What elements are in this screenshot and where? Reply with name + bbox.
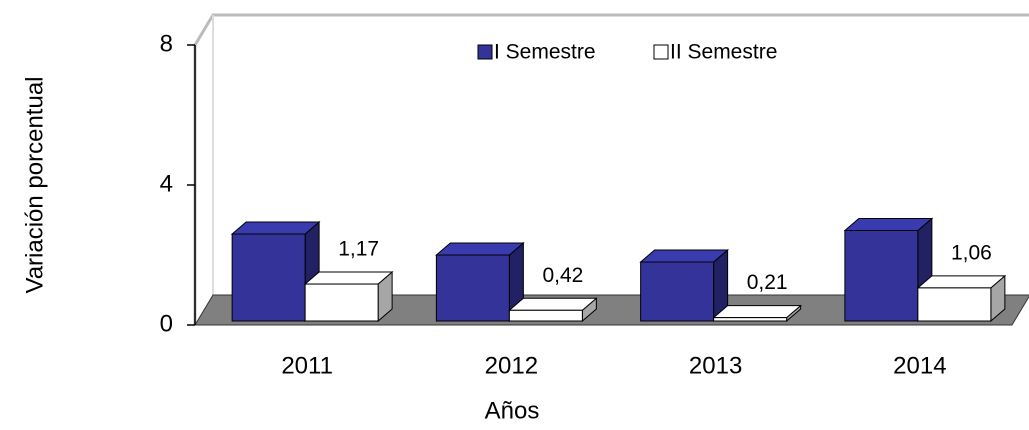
bar-group (843, 217, 934, 323)
bar-group (712, 304, 802, 323)
y-tick-label: 8 (160, 30, 173, 57)
value-label: 1,17 (338, 238, 379, 261)
bar-group (508, 297, 598, 323)
y-tick-label: 4 (160, 170, 173, 197)
y-tick-label: 0 (160, 310, 173, 337)
legend-swatch (653, 44, 669, 60)
bar-top (712, 305, 802, 319)
bar-group (916, 274, 1007, 323)
bar-group (303, 270, 394, 323)
legend-label: II Semestre (670, 41, 777, 64)
bar (508, 309, 583, 322)
bar-group (639, 248, 729, 323)
value-label: 0,42 (542, 264, 583, 287)
x-tick-label: 2014 (893, 352, 946, 379)
bar-top (916, 275, 1007, 289)
x-tick-label: 2013 (689, 352, 742, 379)
legend-label: I Semestre (494, 41, 596, 64)
bar (304, 283, 379, 322)
x-tick-label: 2011 (281, 352, 333, 379)
bar (435, 254, 510, 322)
bar-top (303, 271, 394, 285)
value-label: 1,06 (951, 241, 992, 264)
value-label: 0,21 (747, 271, 788, 294)
legend-swatch (477, 44, 493, 60)
bar-top (230, 221, 321, 235)
bar (844, 230, 919, 322)
bar-top (639, 249, 729, 263)
bar-top (843, 218, 934, 231)
floor (194, 294, 1029, 326)
bar (640, 261, 715, 322)
bar (917, 287, 992, 322)
bar (713, 317, 788, 322)
x-axis-title: Años (485, 397, 540, 424)
x-tick-label: 2012 (485, 352, 538, 379)
bar (231, 233, 306, 322)
bar-top (508, 297, 598, 311)
y-axis-title: Variación porcentual (21, 76, 48, 293)
bar-top (435, 242, 525, 256)
